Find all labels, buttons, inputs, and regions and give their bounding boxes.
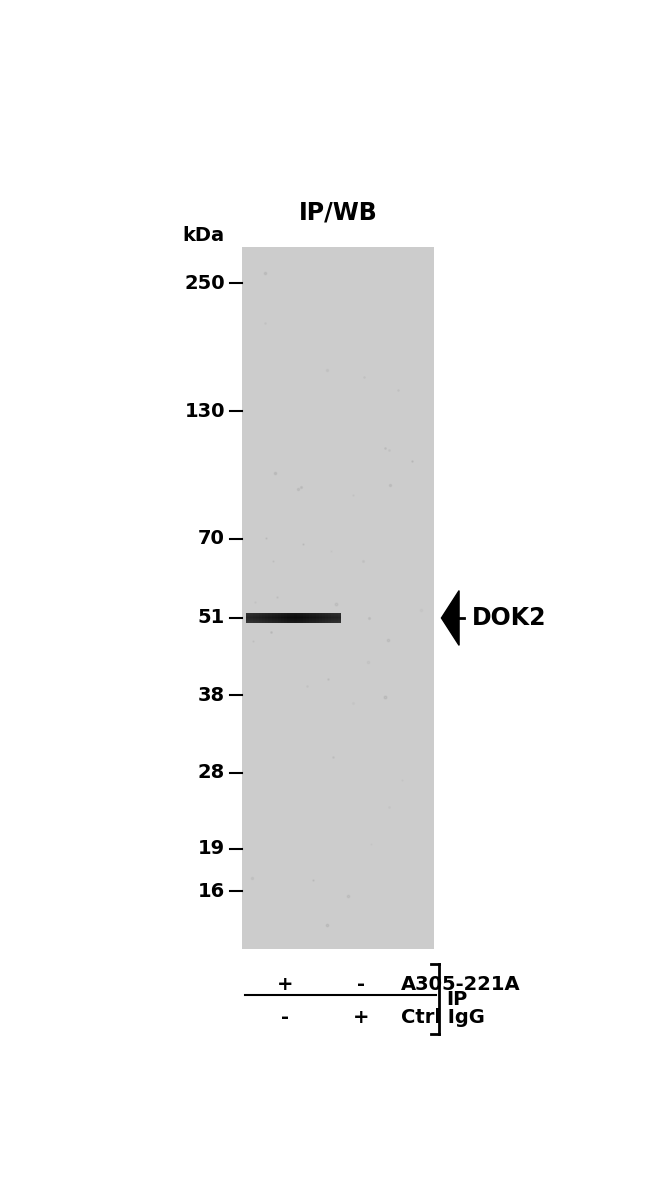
Bar	[262, 613, 265, 623]
Bar	[313, 613, 315, 623]
Text: 28: 28	[198, 764, 225, 783]
Text: 16: 16	[198, 882, 225, 901]
Bar	[281, 613, 284, 623]
Bar	[325, 613, 328, 623]
Bar	[250, 613, 253, 623]
Bar	[315, 613, 318, 623]
Bar	[256, 613, 259, 623]
Bar	[278, 613, 281, 623]
Text: Ctrl IgG: Ctrl IgG	[401, 1008, 485, 1027]
Text: 130: 130	[185, 401, 225, 420]
Text: +: +	[352, 1008, 369, 1027]
Bar	[287, 613, 291, 623]
Text: IP/WB: IP/WB	[299, 200, 378, 224]
Text: 51: 51	[198, 609, 225, 628]
Text: DOK2: DOK2	[472, 606, 546, 630]
Bar	[291, 613, 294, 623]
Bar	[328, 613, 332, 623]
Text: 38: 38	[198, 686, 225, 704]
Bar	[300, 613, 303, 623]
Text: kDa: kDa	[183, 226, 225, 245]
Text: 19: 19	[198, 839, 225, 858]
Bar	[265, 613, 268, 623]
Text: 70: 70	[198, 529, 225, 548]
Text: -: -	[357, 974, 365, 995]
Bar	[242, 247, 434, 948]
Bar	[259, 613, 262, 623]
Bar	[332, 613, 334, 623]
Bar	[322, 613, 325, 623]
Bar	[337, 613, 341, 623]
Bar	[246, 613, 250, 623]
Bar	[303, 613, 306, 623]
Text: 250: 250	[184, 274, 225, 292]
Text: A305-221A: A305-221A	[401, 974, 521, 995]
Text: IP: IP	[447, 990, 468, 1009]
Bar	[334, 613, 337, 623]
Bar	[296, 613, 300, 623]
Text: +: +	[277, 974, 294, 995]
Bar	[306, 613, 309, 623]
Bar	[294, 613, 296, 623]
Bar	[275, 613, 278, 623]
Bar	[284, 613, 287, 623]
Bar	[309, 613, 313, 623]
Bar	[272, 613, 275, 623]
Bar	[253, 613, 256, 623]
Bar	[268, 613, 272, 623]
Text: -: -	[281, 1008, 289, 1027]
Polygon shape	[441, 591, 459, 645]
Bar	[318, 613, 322, 623]
